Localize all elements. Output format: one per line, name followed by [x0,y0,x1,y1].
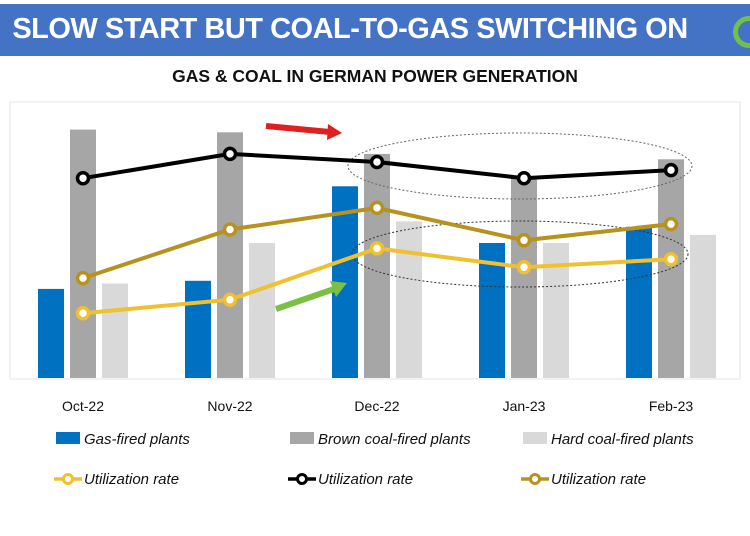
point-utilization-rate-0-Oct-22 [75,305,91,321]
green-arrow-head [330,281,347,297]
legend-label: Brown coal-fired plants [318,431,471,448]
point-utilization-rate-1-Dec-22 [369,154,385,170]
banner-title: SLOW START BUT COAL-TO-GAS SWITCHING ON [12,13,688,45]
bar-hard-coal-fired-plants-Dec-22 [396,221,422,378]
legend-swatch-bar-1 [290,432,314,444]
point-utilization-rate-1-Nov-22 [222,146,238,162]
legend-label: Utilization rate [551,471,646,488]
banner: SLOW START BUT COAL-TO-GAS SWITCHING ON [0,4,750,56]
bar-gas-fired-plants-Nov-22 [185,280,211,378]
bar-brown-coal-fired-plants-Nov-22 [217,132,243,378]
plot-area [9,101,741,380]
point-utilization-rate-0-Jan-23 [516,260,532,275]
legend-swatch-marker-2 [529,473,541,485]
bar-brown-coal-fired-plants-Jan-23 [511,178,537,378]
point-utilization-rate-1-Oct-22 [75,170,91,186]
x-tick-label: Oct-22 [62,398,104,414]
legend-swatch-marker-1 [296,473,308,485]
point-utilization-rate-0-Feb-23 [663,251,679,267]
point-utilization-rate-1-Jan-23 [516,170,532,186]
bar-hard-coal-fired-plants-Nov-22 [249,243,275,378]
bar-brown-coal-fired-plants-Feb-23 [658,159,684,378]
bar-hard-coal-fired-plants-Oct-22 [102,283,128,378]
red-arrow-head [327,124,342,140]
legend-label: Utilization rate [84,471,179,488]
legend-label: Utilization rate [318,471,413,488]
point-utilization-rate-1-Feb-23 [663,162,679,178]
point-utilization-rate-0-Nov-22 [222,292,238,307]
logo-icon [733,16,750,48]
bar-brown-coal-fired-plants-Dec-22 [364,153,390,378]
bar-hard-coal-fired-plants-Feb-23 [690,234,716,378]
x-tick-label: Dec-22 [354,398,399,414]
point-utilization-rate-2-Nov-22 [222,222,238,237]
bar-brown-coal-fired-plants-Oct-22 [70,129,96,378]
point-utilization-rate-2-Oct-22 [75,270,91,286]
x-tick-label: Jan-23 [503,398,546,414]
legend-swatch-bar-0 [56,432,80,444]
annotation-ellipse-upper [347,132,693,200]
legend-label: Gas-fired plants [84,431,190,448]
bar-gas-fired-plants-Feb-23 [626,226,652,378]
point-utilization-rate-2-Dec-22 [369,200,385,216]
x-tick-label: Nov-22 [207,398,252,414]
legend-label: Hard coal-fired plants [551,431,694,448]
red-arrow-shaft [265,123,331,135]
legend-swatch-marker-0 [62,473,74,485]
point-utilization-rate-0-Dec-22 [369,241,385,256]
point-utilization-rate-2-Feb-23 [663,216,679,232]
bar-gas-fired-plants-Oct-22 [38,288,64,378]
chart-title: GAS & COAL IN GERMAN POWER GENERATION [172,66,578,86]
legend-swatch-bar-2 [523,432,547,444]
point-utilization-rate-2-Jan-23 [516,233,532,248]
green-arrow-shaft [275,286,335,312]
annotation-ellipse-lower [351,220,689,288]
x-tick-label: Feb-23 [649,398,694,414]
